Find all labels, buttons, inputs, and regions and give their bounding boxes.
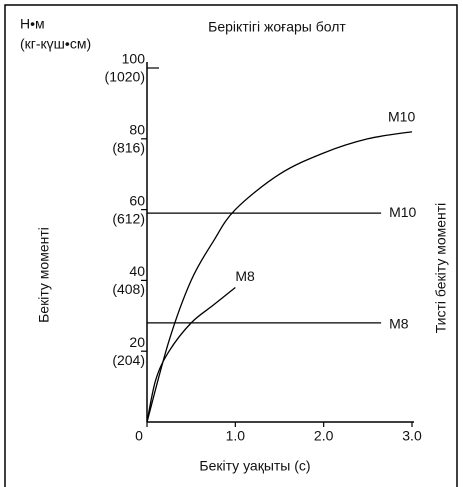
- series-label: M8: [389, 316, 409, 332]
- y-tick-secondary-label: (1020): [105, 69, 145, 85]
- y-axis-label: Бекіту моменті: [36, 227, 52, 323]
- chart-title: Беріктігі жоғары болт: [208, 19, 346, 35]
- series-line: [146, 286, 236, 423]
- y-unit-label: (кг-күш•см): [20, 36, 91, 52]
- y-tick-secondary-label: (204): [112, 352, 145, 368]
- x-tick-label: 2.0: [314, 428, 334, 444]
- series-label: M10: [388, 108, 415, 124]
- y2-axis-label: Тисті бекіту моменті: [433, 203, 449, 334]
- frame: [4, 4, 458, 487]
- y-tick-label: 100: [122, 51, 146, 67]
- y-unit-label: Н•м: [20, 16, 45, 32]
- y-tick-label: 80: [129, 122, 145, 138]
- y-tick-secondary-label: (612): [112, 210, 145, 226]
- series-label: M10: [389, 204, 416, 220]
- y-tick-secondary-label: (816): [112, 140, 145, 156]
- y-tick-label: 20: [129, 334, 145, 350]
- series-line: [146, 131, 413, 423]
- x-tick-label: 1.0: [226, 428, 246, 444]
- y-tick-label: 40: [129, 263, 145, 279]
- y-tick-label: 60: [129, 192, 145, 208]
- series-label: M8: [235, 268, 255, 284]
- y-tick-secondary-label: (408): [112, 281, 145, 297]
- x-tick-label: 0: [135, 428, 143, 444]
- x-tick-label: 3.0: [402, 428, 422, 444]
- x-axis-label: Бекіту уақыты (с): [199, 458, 310, 474]
